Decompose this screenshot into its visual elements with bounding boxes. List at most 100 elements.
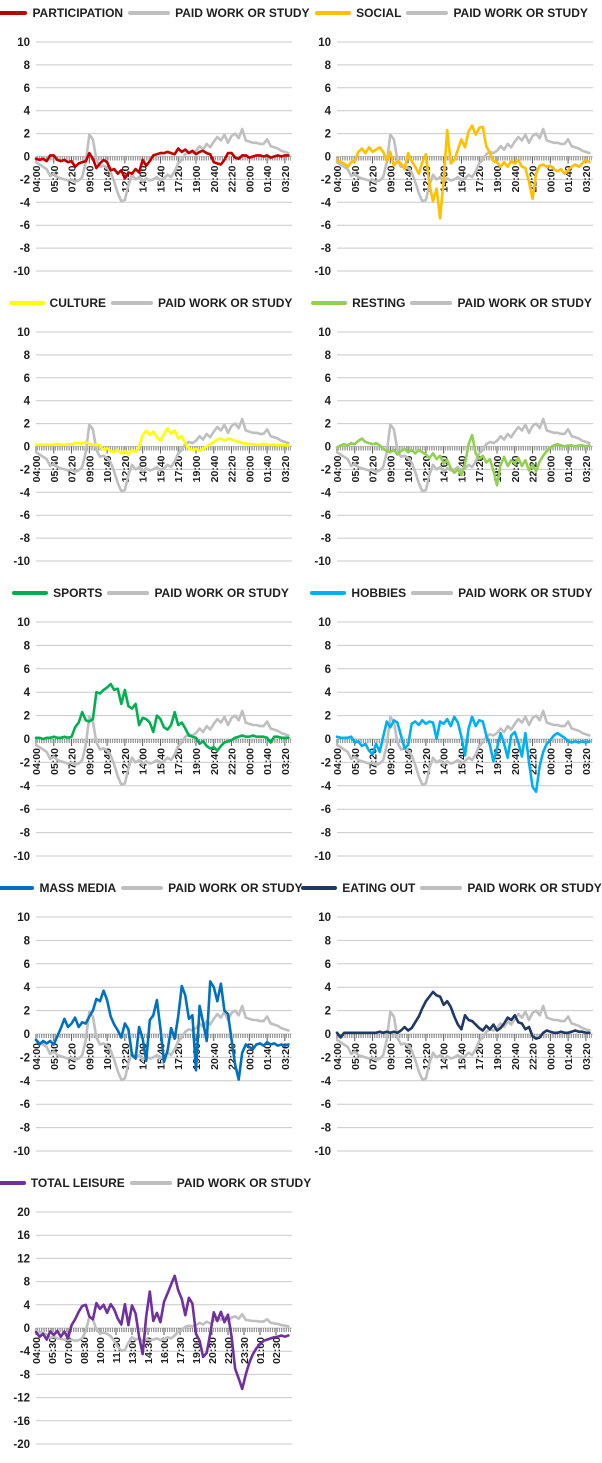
svg-text:10:00: 10:00 (95, 1337, 107, 1364)
svg-text:17:20: 17:20 (474, 165, 486, 192)
legend-label-paid-work: PAID WORK OR STUDY (453, 6, 588, 20)
svg-text:-10: -10 (13, 556, 30, 568)
svg-text:-10: -10 (13, 1146, 30, 1158)
svg-text:-10: -10 (13, 851, 30, 863)
legend-label: TOTAL LEISURE (30, 1176, 125, 1190)
series-social (335, 124, 591, 220)
legend-line-icon-paid-work (406, 11, 449, 15)
gridlines (337, 621, 593, 857)
legend-label: SOCIAL (356, 6, 402, 20)
svg-text:05:30: 05:30 (47, 1337, 59, 1364)
svg-text:-10: -10 (314, 1146, 331, 1158)
legend-label-paid-work: PAID WORK OR STUDY (176, 1176, 312, 1190)
series-paid-work-or-study (34, 127, 290, 203)
svg-text:-6: -6 (321, 220, 331, 232)
svg-text:8: 8 (24, 60, 31, 72)
svg-text:17:20: 17:20 (474, 1043, 486, 1070)
svg-text:-4: -4 (321, 781, 332, 793)
series-paid-work-or-study (335, 127, 591, 203)
svg-text:05:40: 05:40 (350, 165, 362, 192)
svg-text:20:40: 20:40 (209, 165, 221, 192)
svg-text:4: 4 (24, 687, 31, 699)
svg-text:-4: -4 (321, 487, 332, 499)
svg-text:-2: -2 (321, 757, 331, 769)
svg-text:04:00: 04:00 (31, 748, 43, 775)
svg-text:22:20: 22:20 (528, 1043, 540, 1070)
svg-text:-10: -10 (314, 266, 331, 278)
svg-text:11:30: 11:30 (111, 1337, 123, 1363)
svg-text:8: 8 (24, 935, 31, 947)
svg-text:8: 8 (325, 350, 332, 362)
svg-text:03:20: 03:20 (581, 748, 593, 775)
svg-text:-10: -10 (13, 266, 30, 278)
series-paid-work-or-study (34, 709, 290, 786)
legend-label: RESTING (352, 296, 406, 310)
svg-text:09:00: 09:00 (385, 748, 397, 775)
svg-text:4: 4 (24, 1300, 31, 1312)
legend-line-icon-paid-work (107, 591, 150, 595)
svg-text:6: 6 (325, 373, 331, 385)
svg-text:01:00: 01:00 (255, 1337, 267, 1364)
svg-text:-8: -8 (321, 828, 332, 840)
chart-legend: MASS MEDIA PAID WORK OR STUDY (0, 875, 303, 901)
svg-text:20:30: 20:30 (207, 1337, 219, 1364)
svg-text:6: 6 (325, 83, 331, 95)
y-axis-labels: 10 8 6 4 2 0 -2 -4 -6 -8 -10 (314, 327, 331, 568)
svg-text:22:20: 22:20 (227, 748, 239, 775)
svg-text:07:00: 07:00 (63, 1337, 75, 1364)
svg-text:8: 8 (24, 1277, 31, 1289)
chart-sports: SPORTS PAID WORK OR STUDY 10 8 6 4 2 0 -2 -4 -6 -… (0, 580, 301, 875)
svg-text:8: 8 (24, 640, 31, 652)
x-axis-tick-comb (35, 739, 291, 743)
svg-text:2: 2 (325, 129, 331, 141)
legend-label: HOBBIES (351, 586, 407, 600)
svg-text:20:40: 20:40 (510, 748, 522, 775)
svg-text:05:40: 05:40 (350, 1043, 362, 1070)
legend-label: PARTICIPATION (32, 6, 124, 20)
svg-text:4: 4 (325, 106, 332, 118)
svg-text:-8: -8 (321, 1123, 332, 1135)
svg-text:14:00: 14:00 (138, 165, 150, 192)
legend-label: SPORTS (53, 586, 103, 600)
svg-text:6: 6 (325, 959, 331, 971)
legend-line-icon (8, 301, 45, 305)
svg-text:10: 10 (318, 617, 331, 629)
legend-label-paid-work: PAID WORK OR STUDY (458, 586, 593, 600)
svg-text:0: 0 (24, 1029, 30, 1041)
svg-text:01:40: 01:40 (563, 455, 575, 482)
svg-text:00:00: 00:00 (244, 748, 256, 775)
chart-resting: RESTING PAID WORK OR STUDY 10 8 6 4 2 0 -2 -4 -6… (301, 290, 602, 580)
svg-text:03:20: 03:20 (280, 748, 292, 775)
legend-line-icon (0, 886, 35, 890)
legend-line-icon-paid-work (410, 301, 453, 305)
legend-line-icon-paid-work (420, 886, 463, 890)
svg-text:-4: -4 (321, 1076, 332, 1088)
svg-text:08:30: 08:30 (79, 1337, 91, 1364)
svg-text:-6: -6 (20, 510, 30, 522)
legend-label: MASS MEDIA (39, 881, 117, 895)
svg-text:0: 0 (24, 734, 30, 746)
svg-text:16:00: 16:00 (159, 1337, 171, 1364)
y-axis-labels: 10 8 6 4 2 0 -2 -4 -6 -8 -10 (13, 327, 30, 568)
legend-line-icon-paid-work (110, 301, 153, 305)
series-mass-media (34, 980, 290, 1081)
svg-text:03:20: 03:20 (280, 1043, 292, 1070)
svg-text:10: 10 (17, 327, 30, 339)
svg-text:-2: -2 (321, 464, 331, 476)
svg-text:-2: -2 (321, 1052, 331, 1064)
svg-text:-2: -2 (20, 757, 30, 769)
svg-text:-4: -4 (20, 197, 31, 209)
svg-text:09:00: 09:00 (385, 165, 397, 192)
legend-label-paid-work: PAID WORK OR STUDY (467, 881, 602, 895)
legend-line-icon-paid-work (121, 886, 164, 890)
svg-text:09:00: 09:00 (84, 165, 96, 192)
x-axis-labels: 04:00 05:40 07:20 09:00 10:40 12:20 14:00 15:40… (332, 156, 593, 192)
svg-text:04:00: 04:00 (332, 1043, 344, 1070)
svg-text:6: 6 (325, 664, 331, 676)
